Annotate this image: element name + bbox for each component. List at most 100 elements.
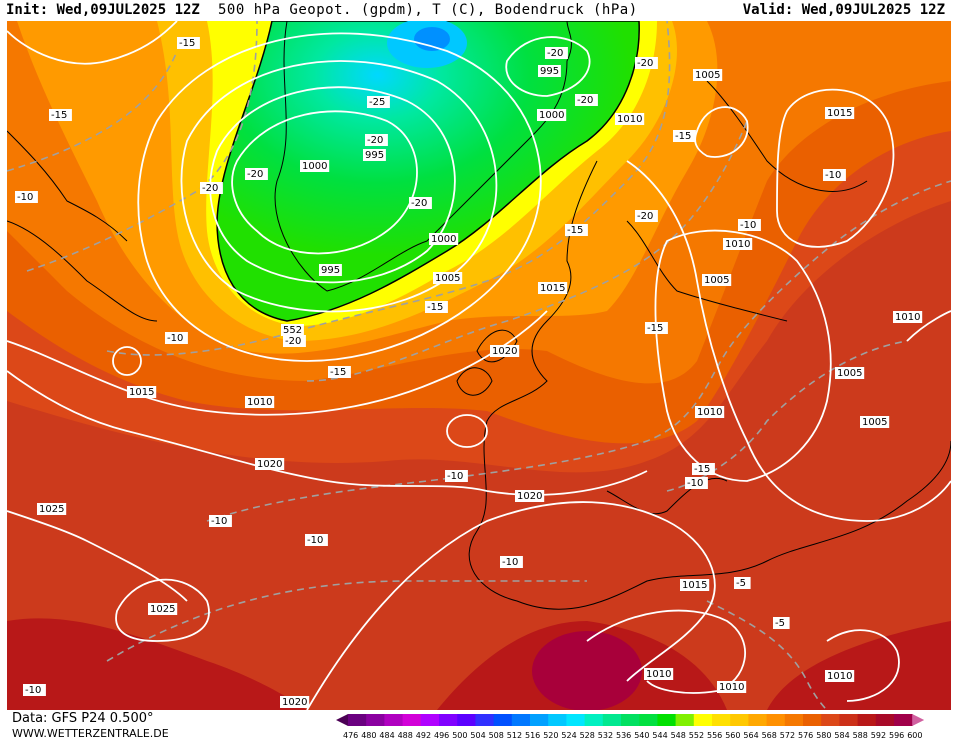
- pressure-label: 1005: [435, 273, 460, 284]
- scale-tick-label: 520: [543, 731, 558, 740]
- contour-label-bg: [37, 503, 67, 515]
- pressure-label: 1010: [719, 682, 744, 693]
- pressure-label: 1005: [704, 275, 729, 286]
- temperature-label: -15: [675, 131, 691, 142]
- pressure-label: 1025: [150, 604, 175, 615]
- scale-tick-label: 532: [598, 731, 613, 740]
- pressure-label: 1010: [827, 671, 852, 682]
- temperature-label: -10: [17, 192, 33, 203]
- init-time: Init: Wed,09JUL2025 12Z: [6, 2, 200, 18]
- scale-swatch: [803, 714, 822, 726]
- scale-tick-label: 592: [871, 731, 886, 740]
- contour-label-bg: [635, 210, 658, 222]
- temperature-label: -25: [369, 97, 385, 108]
- contour-label-bg: [635, 57, 658, 69]
- contour-label-bg: [515, 490, 545, 502]
- warm-band-east: [767, 621, 951, 710]
- scale-swatch: [766, 714, 786, 726]
- contour-label-bg: [702, 274, 732, 286]
- scale-swatch: [621, 714, 640, 726]
- contour-label-bg: [490, 345, 520, 357]
- contour-label-bg: [823, 169, 846, 181]
- pressure-label: 1015: [682, 580, 707, 591]
- contour-label-bg: [425, 301, 448, 313]
- contour-label-bg: [500, 556, 523, 568]
- pressure-label: 1020: [517, 491, 542, 502]
- scale-swatch: [402, 714, 422, 726]
- site-url: WWW.WETTERZENTRALE.DE: [12, 727, 169, 740]
- scale-tick-label: 492: [416, 731, 431, 740]
- contour-label-bg: [255, 458, 285, 470]
- temperature-label: -20: [285, 336, 301, 347]
- scale-swatch: [457, 714, 476, 726]
- scale-tick-label: 576: [798, 731, 813, 740]
- contour-label-bg: [363, 149, 386, 161]
- scale-tick-label: 584: [834, 731, 849, 740]
- pressure-label: 995: [321, 265, 340, 276]
- scale-swatch: [748, 714, 768, 726]
- scale-tick-label: 508: [489, 731, 504, 740]
- scale-tick-label: 524: [561, 731, 576, 740]
- scale-swatch: [548, 714, 567, 726]
- contour-label-bg: [538, 65, 561, 77]
- weather-map: -15 -20 995 -20 1005 -25 -20 1000 1010 -15 -15 1015…: [7, 21, 951, 710]
- contour-label-bg: [615, 113, 645, 125]
- contour-label-bg: [23, 684, 46, 696]
- scale-tick-label: 496: [434, 731, 449, 740]
- scale-tick-label: 500: [452, 731, 467, 740]
- temperature-label: -15: [179, 38, 195, 49]
- contour-label-bg: [825, 107, 855, 119]
- scale-tick-label: 512: [507, 731, 522, 740]
- contour-label-bg: [538, 282, 568, 294]
- contour-label-bg: [565, 224, 588, 236]
- scale-swatch: [875, 714, 895, 726]
- contour-label-bg: [680, 579, 710, 591]
- contour-label-bg: [177, 37, 200, 49]
- scale-swatch: [712, 714, 731, 726]
- scale-swatch: [584, 714, 604, 726]
- contour-label-bg: [319, 264, 342, 276]
- pressure-label: 1015: [129, 387, 154, 398]
- chart-title: 500 hPa Geopot. (gpdm), T (C), Bodendruc…: [218, 2, 638, 18]
- contour-label-bg: [280, 696, 310, 708]
- scale-tick-label: 536: [616, 731, 631, 740]
- scale-tick-label: 488: [398, 731, 413, 740]
- pressure-label: 1010: [725, 239, 750, 250]
- contour-label-bg: [825, 670, 855, 682]
- map-header: Init: Wed,09JUL2025 12Z 500 hPa Geopot. …: [0, 0, 959, 21]
- contour-label-bg: [365, 134, 388, 146]
- contour-label-bg: [692, 463, 715, 475]
- pressure-label: 1015: [540, 283, 565, 294]
- scale-swatch: [693, 714, 713, 726]
- contour-label-bg: [209, 515, 232, 527]
- scale-swatch: [857, 714, 877, 726]
- pressure-label: 1000: [302, 161, 327, 172]
- temperature-label: -20: [202, 183, 218, 194]
- contour-label-bg: [15, 191, 38, 203]
- contour-label-bg: [773, 617, 790, 629]
- pressure-label: 1010: [697, 407, 722, 418]
- scale-tick-label: 564: [743, 731, 758, 740]
- contour-label-bg: [723, 238, 753, 250]
- contour-label-bg: [685, 477, 708, 489]
- pressure-label: 995: [365, 150, 384, 161]
- scale-tick-label: 588: [853, 731, 868, 740]
- contour-label-bg: [127, 386, 157, 398]
- contour-label-bg: [200, 182, 223, 194]
- contour-label-bg: [409, 197, 432, 209]
- scale-swatch: [475, 714, 495, 726]
- scale-tick-label: 596: [889, 731, 904, 740]
- contour-label-bg: [717, 681, 747, 693]
- contour-label-bg: [537, 109, 567, 121]
- pressure-label: 1020: [257, 459, 282, 470]
- temperature-label: -10: [687, 478, 703, 489]
- temperature-label: -15: [51, 110, 67, 121]
- scale-swatch: [675, 714, 695, 726]
- contour-label-bg: [835, 367, 865, 379]
- pressure-label: 995: [540, 66, 559, 77]
- scale-swatch: [784, 714, 804, 726]
- scale-tick-label: 572: [780, 731, 795, 740]
- scale-swatch: [530, 714, 549, 726]
- contour-label-bg: [575, 94, 598, 106]
- scale-swatch: [439, 714, 458, 726]
